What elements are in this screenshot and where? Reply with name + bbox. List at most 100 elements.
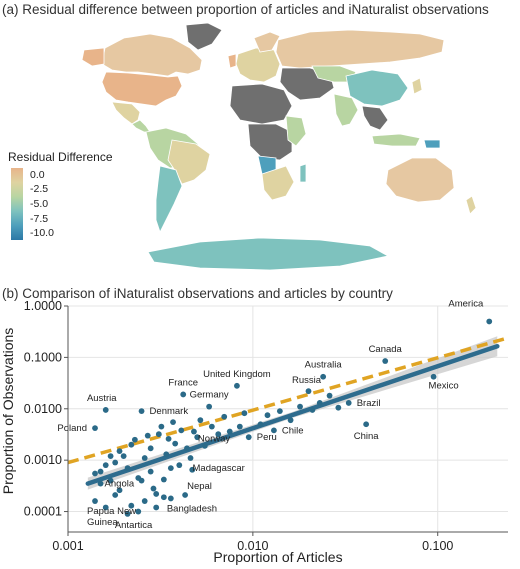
regression-line bbox=[85, 343, 500, 486]
point-label: Peru bbox=[257, 432, 277, 443]
data-point bbox=[147, 468, 154, 475]
data-point bbox=[116, 448, 123, 455]
data-point bbox=[287, 417, 294, 424]
data-point bbox=[215, 431, 222, 438]
data-point-labeled bbox=[345, 400, 352, 406]
data-point-labeled bbox=[187, 455, 194, 461]
data-point-labeled bbox=[305, 388, 312, 395]
y-tick-label: 0.0010 bbox=[24, 453, 62, 467]
data-point-labeled bbox=[320, 373, 327, 380]
data-point bbox=[138, 477, 145, 484]
data-point bbox=[107, 453, 114, 459]
points-layer bbox=[92, 318, 493, 517]
line-layer bbox=[67, 336, 509, 486]
axis-layer: 0.001 0.010 0.100 0.0001 0.0010 0.0100 0.1000 1… bbox=[0, 300, 508, 565]
scatter-chart: United States ofAmerica Canada Mexico Austr… bbox=[0, 300, 509, 565]
data-point-labeled bbox=[124, 511, 131, 517]
data-point bbox=[178, 427, 185, 434]
data-point bbox=[92, 470, 98, 477]
map-japan bbox=[411, 77, 423, 95]
data-point bbox=[241, 410, 248, 417]
legend-title: Residual Difference bbox=[8, 150, 113, 164]
map-southeast-asia bbox=[361, 105, 389, 131]
panel-b-title: (b) Comparison of iNaturalist observatio… bbox=[2, 286, 393, 301]
data-point bbox=[102, 504, 109, 511]
data-point bbox=[236, 423, 243, 430]
data-point bbox=[144, 432, 151, 439]
y-axis-title: Proportion of Observations bbox=[0, 328, 16, 495]
legend-tick: -10.0 bbox=[30, 227, 54, 240]
map-legend: Residual Difference 0.0 -2.5 -5.0 -7.5 -… bbox=[8, 150, 128, 240]
map-central-africa bbox=[247, 123, 293, 161]
data-point bbox=[189, 466, 196, 473]
map-indonesia bbox=[371, 133, 421, 147]
y-tick-label: 0.0100 bbox=[24, 402, 62, 416]
data-point-labeled bbox=[382, 358, 389, 364]
point-label: Norway bbox=[198, 434, 230, 445]
data-point-labeled bbox=[92, 425, 98, 432]
data-point bbox=[124, 465, 131, 472]
data-point bbox=[257, 421, 264, 428]
world-map bbox=[81, 22, 477, 271]
data-point bbox=[141, 455, 148, 461]
point-label: Brazil bbox=[357, 398, 381, 409]
data-point-labeled bbox=[167, 495, 174, 502]
data-point bbox=[102, 462, 109, 469]
point-label: United States ofAmerica bbox=[416, 300, 484, 309]
data-point bbox=[172, 440, 179, 447]
legend-tick: -2.5 bbox=[30, 183, 49, 196]
point-label: Nepal bbox=[187, 481, 212, 492]
data-point-labeled bbox=[182, 492, 189, 498]
data-point bbox=[160, 476, 167, 483]
map-north-africa bbox=[229, 83, 293, 125]
data-point bbox=[316, 400, 323, 406]
point-label: Russia bbox=[292, 375, 322, 386]
data-point bbox=[128, 502, 135, 509]
map-east-africa bbox=[285, 115, 307, 147]
map-china bbox=[345, 69, 409, 107]
point-label: France bbox=[168, 377, 198, 388]
map-australia bbox=[385, 157, 455, 203]
data-point bbox=[150, 485, 157, 492]
data-point-labeled bbox=[97, 480, 104, 487]
data-point-labeled bbox=[92, 498, 98, 504]
map-greenland bbox=[185, 22, 223, 51]
point-label: Canada bbox=[369, 344, 403, 355]
map-madagascar bbox=[299, 163, 307, 183]
data-point bbox=[153, 491, 160, 497]
point-label: Denmark bbox=[150, 406, 189, 417]
map-canada bbox=[101, 33, 203, 77]
point-label: China bbox=[354, 431, 380, 442]
data-point-labeled bbox=[486, 318, 493, 325]
data-point bbox=[309, 407, 316, 413]
x-axis-title: Proportion of Articles bbox=[213, 549, 342, 565]
data-point-labeled bbox=[138, 408, 145, 415]
data-point bbox=[163, 451, 170, 458]
point-label: Antartica bbox=[115, 520, 153, 531]
y-tick-label: 0.0001 bbox=[24, 505, 62, 519]
data-point bbox=[165, 435, 172, 442]
data-point bbox=[147, 445, 154, 452]
data-point-labeled bbox=[245, 434, 252, 441]
data-point-labeled bbox=[102, 407, 109, 413]
data-point bbox=[221, 413, 228, 420]
map-scandinavia bbox=[253, 31, 281, 53]
data-point-labeled bbox=[363, 421, 370, 428]
data-point bbox=[128, 441, 135, 448]
map-antarctica bbox=[147, 237, 390, 271]
data-point bbox=[158, 423, 165, 430]
data-point bbox=[131, 436, 138, 443]
data-point bbox=[197, 417, 204, 424]
x-tick-label: 0.010 bbox=[237, 539, 268, 553]
data-point bbox=[326, 392, 333, 399]
data-point bbox=[167, 465, 174, 472]
point-label: Chile bbox=[282, 425, 304, 436]
point-label: Germany bbox=[190, 390, 229, 401]
data-point bbox=[112, 459, 119, 466]
map-india bbox=[333, 93, 359, 127]
y-tick-label: 0.1000 bbox=[24, 350, 62, 364]
data-point bbox=[170, 419, 176, 426]
data-point bbox=[264, 412, 271, 419]
data-point bbox=[107, 477, 114, 484]
data-point bbox=[297, 403, 303, 410]
